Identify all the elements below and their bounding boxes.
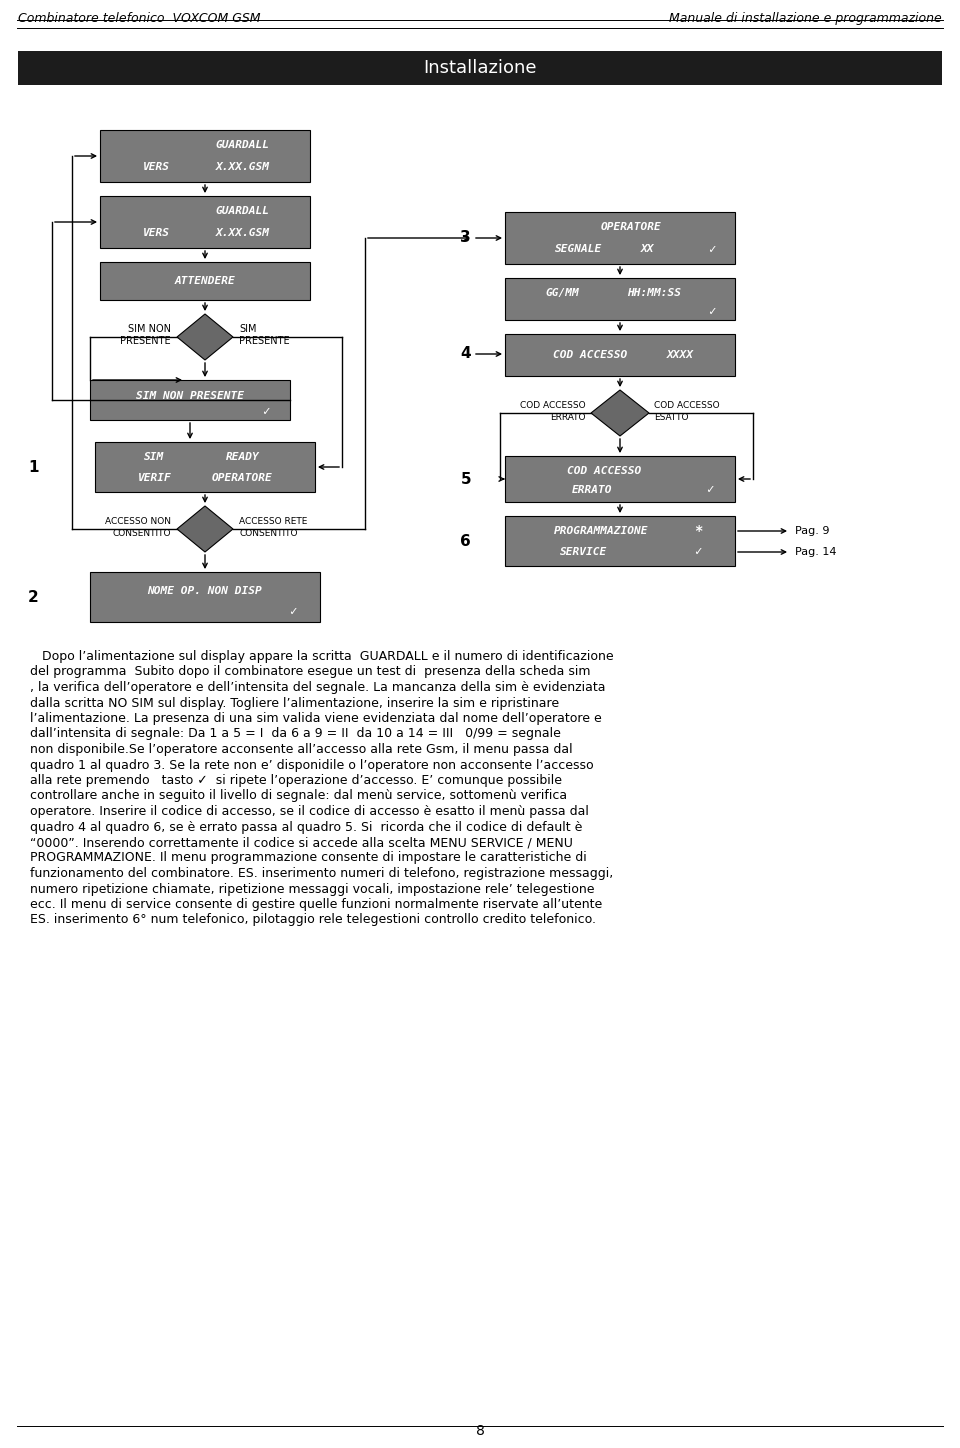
Text: 2: 2	[28, 589, 38, 604]
Text: Combinatore telefonico  VOXCOM GSM: Combinatore telefonico VOXCOM GSM	[18, 12, 260, 25]
Text: PRESENTE: PRESENTE	[120, 336, 171, 346]
Text: ACCESSO RETE: ACCESSO RETE	[239, 517, 307, 527]
Text: dalla scritta NO SIM sul display. Togliere l’alimentazione, inserire la sim e ri: dalla scritta NO SIM sul display. Toglie…	[30, 696, 559, 710]
Text: dall’intensita di segnale: Da 1 a 5 = I  da 6 a 9 = II  da 10 a 14 = III   0/99 : dall’intensita di segnale: Da 1 a 5 = I …	[30, 727, 561, 740]
Text: non disponibile.Se l’operatore acconsente all’accesso alla rete Gsm, il menu pas: non disponibile.Se l’operatore acconsent…	[30, 743, 572, 756]
FancyBboxPatch shape	[100, 262, 310, 300]
Text: VERIF: VERIF	[137, 473, 171, 484]
FancyBboxPatch shape	[505, 515, 735, 566]
Text: PROGRAMMAZIONE. Il menu programmazione consente di impostare le caratteristiche : PROGRAMMAZIONE. Il menu programmazione c…	[30, 851, 587, 864]
Text: SERVICE: SERVICE	[560, 547, 607, 557]
Text: XX: XX	[641, 245, 655, 255]
Text: controllare anche in seguito il livello di segnale: dal menù service, sottomenù : controllare anche in seguito il livello …	[30, 789, 567, 802]
Text: 4: 4	[461, 346, 471, 362]
Text: funzionamento del combinatore. ES. inserimento numeri di telefono, registrazione: funzionamento del combinatore. ES. inser…	[30, 867, 613, 880]
Text: ✓: ✓	[289, 605, 296, 618]
FancyBboxPatch shape	[505, 211, 735, 264]
Text: ✓: ✓	[694, 546, 702, 559]
Text: l’alimentazione. La presenza di una sim valida viene evidenziata dal nome dell’o: l’alimentazione. La presenza di una sim …	[30, 712, 602, 725]
Text: del programma  Subito dopo il combinatore esegue un test di  presenza della sche: del programma Subito dopo il combinatore…	[30, 666, 590, 679]
Text: SIM NON: SIM NON	[128, 324, 171, 334]
Text: X.XX.GSM: X.XX.GSM	[216, 162, 270, 172]
Text: READY: READY	[226, 452, 259, 462]
FancyBboxPatch shape	[505, 278, 735, 320]
FancyBboxPatch shape	[90, 572, 320, 623]
Text: GG/MM: GG/MM	[545, 288, 580, 298]
Text: CONSENTITO: CONSENTITO	[239, 530, 298, 539]
Text: X.XX.GSM: X.XX.GSM	[216, 229, 270, 239]
Text: ERRATO: ERRATO	[550, 414, 586, 423]
Text: ✓: ✓	[262, 405, 270, 418]
Text: XXXX: XXXX	[666, 350, 693, 361]
Text: ERRATO: ERRATO	[572, 485, 612, 495]
Text: Pag. 14: Pag. 14	[795, 547, 836, 557]
Text: , la verifica dell’operatore e dell’intensita del segnale. La mancanza della sim: , la verifica dell’operatore e dell’inte…	[30, 681, 606, 694]
FancyBboxPatch shape	[100, 195, 310, 248]
Text: OPERATORE: OPERATORE	[212, 473, 273, 484]
Text: COD ACCESSO: COD ACCESSO	[520, 401, 586, 410]
Text: ESATTO: ESATTO	[654, 414, 688, 423]
FancyBboxPatch shape	[100, 130, 310, 182]
Text: ✓: ✓	[708, 243, 716, 256]
Polygon shape	[177, 314, 233, 361]
Text: COD ACCESSO: COD ACCESSO	[654, 401, 720, 410]
Text: ATTENDERE: ATTENDERE	[175, 277, 235, 287]
Text: ecc. Il menu di service consente di gestire quelle funzioni normalmente riservat: ecc. Il menu di service consente di gest…	[30, 898, 602, 911]
Text: quadro 1 al quadro 3. Se la rete non e’ disponidile o l’operatore non acconsente: quadro 1 al quadro 3. Se la rete non e’ …	[30, 759, 593, 772]
Text: Dopo l’alimentazione sul display appare la scritta  GUARDALL e il numero di iden: Dopo l’alimentazione sul display appare …	[30, 650, 613, 663]
Text: quadro 4 al quadro 6, se è errato passa al quadro 5. Si  ricorda che il codice d: quadro 4 al quadro 6, se è errato passa …	[30, 821, 583, 834]
Polygon shape	[177, 505, 233, 552]
Text: ✓: ✓	[706, 484, 713, 497]
FancyBboxPatch shape	[95, 442, 315, 492]
Text: Installazione: Installazione	[423, 59, 537, 77]
FancyBboxPatch shape	[505, 334, 735, 376]
Text: PRESENTE: PRESENTE	[239, 336, 290, 346]
Text: ES. inserimento 6° num telefonico, pilotaggio rele telegestioni controllo credit: ES. inserimento 6° num telefonico, pilot…	[30, 914, 596, 927]
Text: COD ACCESSO: COD ACCESSO	[553, 350, 627, 361]
Text: SIM: SIM	[239, 324, 256, 334]
Text: alla rete premendo   tasto ✓  si ripete l’operazione d’accesso. E’ comunque poss: alla rete premendo tasto ✓ si ripete l’o…	[30, 775, 562, 788]
Text: Pag. 9: Pag. 9	[795, 526, 829, 536]
Text: operatore. Inserire il codice di accesso, se il codice di accesso è esatto il me: operatore. Inserire il codice di accesso…	[30, 805, 588, 818]
Text: “0000”. Inserendo correttamente il codice si accede alla scelta MENU SERVICE / M: “0000”. Inserendo correttamente il codic…	[30, 835, 573, 849]
Text: OPERATORE: OPERATORE	[601, 222, 661, 232]
Text: SEGNALE: SEGNALE	[555, 245, 602, 255]
Text: 1: 1	[28, 459, 38, 475]
Text: VERS: VERS	[143, 162, 170, 172]
Text: 6: 6	[460, 533, 471, 549]
Text: ✓: ✓	[708, 306, 716, 319]
Polygon shape	[591, 390, 649, 436]
Text: *: *	[694, 524, 703, 539]
Text: NOME OP. NON DISP: NOME OP. NON DISP	[148, 586, 262, 597]
Text: GUARDALL: GUARDALL	[216, 139, 270, 149]
FancyBboxPatch shape	[18, 51, 942, 85]
Text: PROGRAMMAZIONE: PROGRAMMAZIONE	[554, 526, 649, 536]
Text: VERS: VERS	[143, 229, 170, 239]
Text: Manuale di installazione e programmazione: Manuale di installazione e programmazion…	[669, 12, 942, 25]
Text: ACCESSO NON: ACCESSO NON	[105, 517, 171, 527]
Text: 3: 3	[461, 230, 471, 246]
Text: 8: 8	[475, 1423, 485, 1438]
Text: SIM NON PRESENTE: SIM NON PRESENTE	[136, 391, 244, 401]
Text: 5: 5	[461, 472, 471, 487]
Text: GUARDALL: GUARDALL	[216, 206, 270, 216]
Text: HH:MM:SS: HH:MM:SS	[628, 288, 682, 298]
Text: SIM: SIM	[144, 452, 164, 462]
Text: CONSENTITO: CONSENTITO	[112, 530, 171, 539]
FancyBboxPatch shape	[505, 456, 735, 502]
FancyBboxPatch shape	[90, 379, 290, 420]
Text: COD ACCESSO: COD ACCESSO	[566, 466, 641, 476]
Text: numero ripetizione chiamate, ripetizione messaggi vocali, impostazione rele’ tel: numero ripetizione chiamate, ripetizione…	[30, 882, 594, 895]
